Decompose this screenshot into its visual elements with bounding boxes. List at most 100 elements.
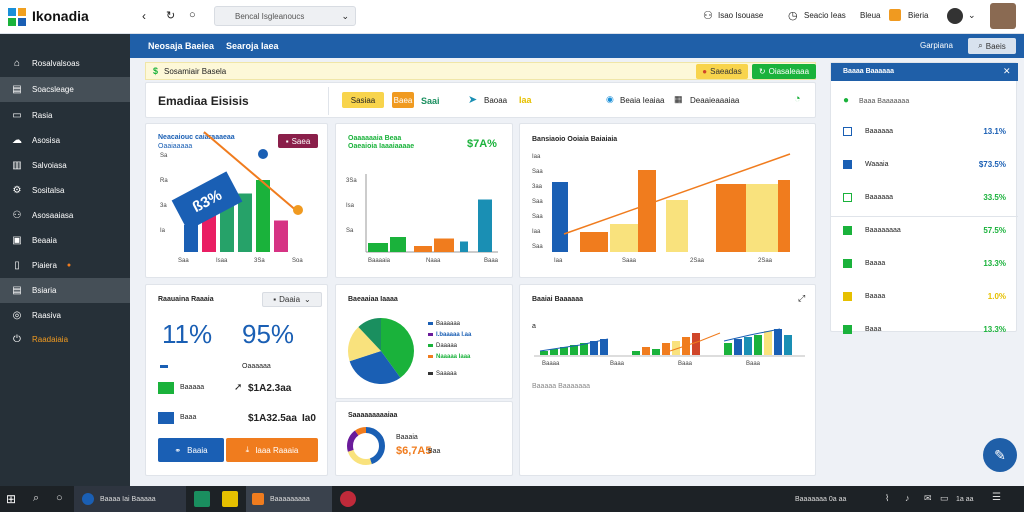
avatar[interactable]: [947, 8, 963, 24]
metric-row1-label: Baaaaa: [180, 384, 205, 391]
user-icon[interactable]: ⚇: [703, 10, 713, 22]
right-panel-row[interactable]: Baaa 13.3%: [831, 321, 1018, 343]
expand-icon[interactable]: ⤢: [798, 293, 806, 303]
sidebar-item-9[interactable]: ▯ Piaiera ●: [0, 253, 130, 278]
donut-value-sub: Baa: [428, 448, 441, 455]
bar: [184, 225, 198, 252]
sidebar-item-5[interactable]: ▥ Salvoiasa: [12, 159, 67, 171]
sidebar-item-7[interactable]: ⚇ Asosaaiasa: [12, 209, 74, 221]
row-label: Baaaaaa: [865, 194, 894, 201]
browser-icon: [82, 493, 94, 505]
sidebar-item-2[interactable]: ▤ Soacsleage: [0, 77, 130, 102]
card1-badge[interactable]: ▪ Saea: [278, 134, 318, 148]
bar: [692, 333, 700, 355]
home-icon[interactable]: ○: [189, 9, 196, 21]
tab-2[interactable]: Searoja Iaea: [226, 41, 279, 51]
right-panel-row[interactable]: Waaaia $73.5%: [831, 156, 1018, 178]
task-view-icon[interactable]: ○: [56, 492, 63, 504]
sidebar-item-10[interactable]: ▤ Bsiaria: [0, 278, 130, 303]
right-panel-row[interactable]: Baaaaaaaa 57.5%: [831, 222, 1018, 244]
point: [258, 149, 268, 159]
close-icon[interactable]: ✕: [1003, 66, 1011, 76]
topbar-link-3[interactable]: Bleua: [860, 11, 881, 20]
link-icon: [843, 325, 852, 334]
trend-line: [563, 153, 791, 235]
bar: [784, 335, 792, 355]
start-icon[interactable]: ⊞: [6, 492, 17, 506]
summary-badge-2[interactable]: Baea: [392, 92, 414, 108]
back-icon[interactable]: ‹: [142, 9, 146, 23]
right-panel-row[interactable]: Baaaa 13.3%: [831, 255, 1018, 277]
refresh-icon[interactable]: ↻: [166, 10, 176, 22]
info-yellow-button[interactable]: ● Saeadas: [696, 64, 748, 79]
chart-icon: ▥: [12, 159, 22, 171]
sidebar-item-11[interactable]: ◎ Raasiva: [12, 309, 61, 321]
sidebar-item-8[interactable]: ▣ Beaaia: [12, 234, 57, 246]
taskbar-item-2-label: Baaaaaaaaa: [270, 496, 310, 503]
address-bar[interactable]: Bencal Isgleanoucs ⌄: [214, 6, 356, 26]
metrics-blue-button[interactable]: ⚭ Baaia: [158, 438, 224, 462]
tab-1[interactable]: Neosaja Baeiea: [148, 41, 215, 51]
files-icon[interactable]: [194, 491, 210, 507]
bar: [202, 211, 216, 252]
topbar-link-4[interactable]: Bieria: [908, 11, 929, 20]
y-tick-label: 3aa: [532, 184, 543, 190]
pie-title: Baeaaiaa Iaaaa: [348, 296, 398, 303]
notification-icon[interactable]: ☰: [992, 492, 1001, 503]
sidebar-item-4[interactable]: ☁ Asosisa: [12, 134, 61, 146]
help-fab-button[interactable]: ✎: [983, 438, 1017, 472]
y-tick-label: Saa: [532, 199, 543, 205]
card2-value: $7A%: [467, 138, 497, 150]
topbar-link-1[interactable]: Isao Isouase: [718, 11, 764, 20]
sidebar-item-12[interactable]: ⏻ Raadaiaia: [13, 333, 69, 345]
activity-ylabel: a: [532, 323, 536, 330]
topbar-link-2[interactable]: Seacio Ieas: [804, 11, 846, 20]
trend-line: [203, 131, 299, 213]
summary-badge-1[interactable]: Sasiaa: [342, 92, 384, 108]
sidebar-item-6[interactable]: ⚙ Sositalsa: [12, 184, 65, 196]
sidebar-item-1[interactable]: ⌂ Rosalvalsoas: [13, 57, 80, 69]
right-panel-row[interactable]: Baaaa 1.0%: [831, 288, 1018, 310]
right-panel-row[interactable]: Baaaaaa 13.1%: [831, 123, 1018, 145]
y-tick-label: Ia: [160, 228, 166, 234]
bar: [662, 343, 670, 355]
nav-right-label[interactable]: Garpiana: [920, 41, 953, 50]
taskbar-item-2[interactable]: Baaaaaaaaa: [246, 486, 332, 512]
card2-chart: 3Sa Isa Sa Baaaaia Naaa Baaa: [346, 174, 499, 264]
sidebar-item-3[interactable]: ▭ Rasia: [12, 109, 53, 121]
folder-icon[interactable]: [222, 491, 238, 507]
x-tick-label: Baaa: [678, 361, 693, 367]
volume-icon[interactable]: ♪: [905, 493, 910, 503]
check-circle-icon[interactable]: ◔: [794, 93, 801, 105]
pie-legend: Baaaaaa I.baaaaa I.aa Daaaaa Naaaaa Iaaa…: [428, 321, 471, 382]
chrome-icon[interactable]: [340, 491, 356, 507]
series-line: [539, 338, 609, 352]
profile-avatar[interactable]: [990, 3, 1016, 29]
donut-slice: [347, 427, 385, 465]
bar: [652, 349, 660, 355]
app-logo-icon: [8, 8, 26, 26]
chevron-down-icon[interactable]: ⌄: [968, 10, 976, 20]
globe-icon: ◎: [12, 309, 22, 321]
x-tick-label: Saa: [178, 258, 189, 264]
bar: [478, 199, 492, 252]
network-icon[interactable]: ⌇: [885, 493, 890, 503]
clock-icon[interactable]: ◷: [788, 10, 798, 22]
row-value: 13.1%: [983, 127, 1006, 136]
info-green-button[interactable]: ↻ Oiasaleaaa: [752, 64, 816, 79]
donut-card: Saaaaaaaaaiaa Baaaia $6,7A5 Baa: [335, 401, 513, 476]
x-tick-label: Naaa: [426, 258, 441, 264]
taskbar-item-1[interactable]: Baaaa Iai Baaaaa: [74, 486, 186, 512]
metrics-dropdown[interactable]: ▪ Daaia ⌄: [262, 292, 322, 307]
pie-slice: [381, 318, 414, 378]
card1-title: Neacaiouc caiaraaaeaa: [158, 134, 235, 141]
nav-right-button[interactable]: ⌕ Baeis: [968, 38, 1016, 54]
right-panel-row[interactable]: Baaaaaa 33.5%: [831, 189, 1018, 217]
metrics-orange-button[interactable]: ⤓ Iaaa Raaaia: [226, 438, 318, 462]
gift-icon[interactable]: [889, 9, 901, 21]
search-icon[interactable]: ⌕: [33, 492, 40, 504]
row-label: Baaaaaaaa: [865, 227, 901, 234]
series-line: [723, 328, 781, 342]
message-icon[interactable]: ✉: [924, 493, 932, 503]
battery-icon[interactable]: ▭: [940, 493, 949, 503]
